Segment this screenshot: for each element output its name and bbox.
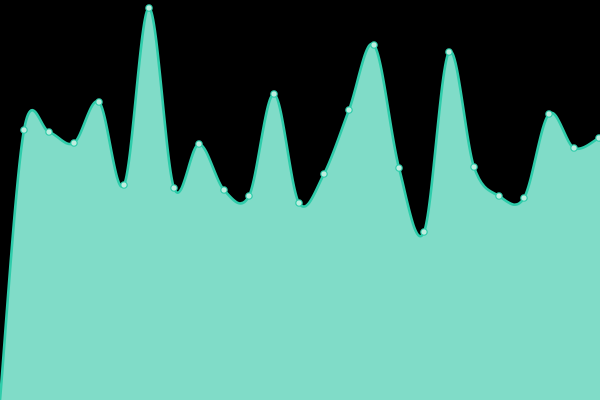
data-point-marker: [595, 134, 600, 142]
data-point-marker: [320, 170, 328, 178]
data-point-marker: [245, 192, 253, 200]
data-point-marker: [20, 126, 28, 134]
data-point-marker: [145, 4, 153, 12]
data-point-marker: [220, 186, 228, 194]
data-point-marker: [370, 41, 378, 49]
data-point-marker: [495, 192, 503, 200]
data-point-marker: [345, 106, 353, 114]
data-point-marker: [120, 181, 128, 189]
data-point-marker: [70, 139, 78, 147]
data-point-marker: [295, 199, 303, 207]
data-point-marker: [45, 128, 53, 136]
data-point-marker: [570, 144, 578, 152]
data-point-marker: [545, 110, 553, 118]
data-point-marker: [520, 194, 528, 202]
data-point-markers: [20, 4, 600, 236]
data-point-marker: [470, 163, 478, 171]
data-point-marker: [445, 48, 453, 56]
area-fill: [0, 7, 600, 400]
data-point-marker: [195, 140, 203, 148]
data-point-marker: [395, 164, 403, 172]
data-point-marker: [420, 228, 428, 236]
data-point-marker: [270, 90, 278, 98]
data-point-marker: [170, 184, 178, 192]
data-point-marker: [95, 98, 103, 106]
